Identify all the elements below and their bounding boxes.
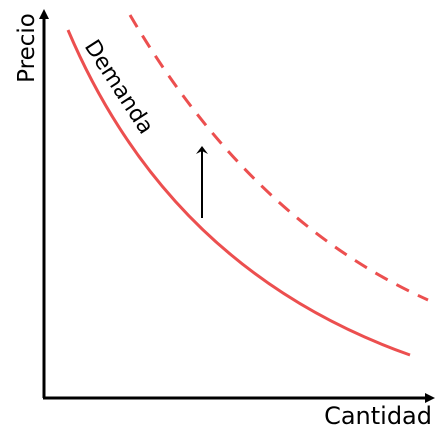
shifted-demand-curve <box>128 14 429 302</box>
y-axis-label: Precio <box>14 13 40 83</box>
curve-label: Demanda <box>79 36 158 139</box>
demand-curve <box>66 29 411 357</box>
x-axis-label: Cantidad <box>324 402 432 427</box>
